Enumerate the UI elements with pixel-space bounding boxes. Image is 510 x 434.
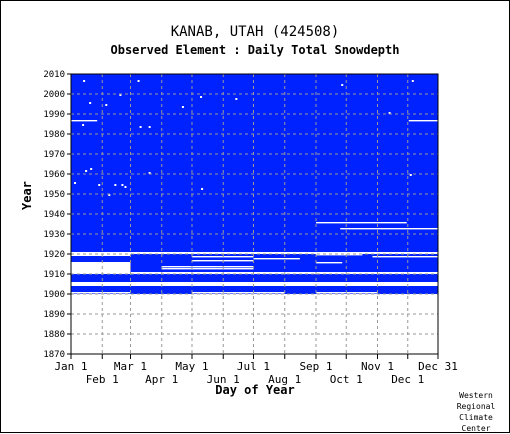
record-block	[71, 274, 438, 282]
missing-day	[85, 170, 88, 172]
missing-day	[235, 98, 238, 100]
missing-day	[409, 174, 412, 176]
missing-day	[74, 182, 77, 184]
y-tick-label: 2010	[43, 70, 65, 80]
missing-day	[137, 80, 140, 82]
x-tick-label: Jun 1	[207, 373, 240, 386]
x-tick-label: Dec 31	[418, 360, 458, 373]
missing-day	[90, 168, 93, 170]
missing-day	[121, 184, 124, 186]
missing-run	[71, 292, 131, 294]
missing-run	[191, 256, 254, 258]
y-tick-label: 1920	[43, 250, 65, 260]
missing-run	[161, 266, 254, 268]
missing-day	[98, 184, 101, 186]
missing-day	[388, 112, 391, 114]
x-tick-label: Apr 1	[145, 373, 178, 386]
y-tick-label: 1890	[43, 310, 65, 320]
record-block	[71, 286, 438, 290]
x-tick-label: Nov 1	[361, 360, 394, 373]
missing-day	[119, 94, 122, 96]
y-tick-label: 1970	[43, 150, 65, 160]
x-tick-label: Dec 1	[391, 373, 424, 386]
y-tick-label: 1940	[43, 210, 65, 220]
missing-run	[408, 120, 438, 122]
y-tick-label: 1950	[43, 190, 65, 200]
chart-subtitle: Observed Element : Daily Total Snowdepth	[110, 43, 400, 57]
x-tick-label: Feb 1	[86, 373, 119, 386]
missing-run	[214, 284, 230, 286]
missing-run	[316, 252, 438, 254]
missing-day	[114, 184, 117, 186]
missing-run	[340, 228, 438, 230]
missing-run	[402, 294, 438, 296]
y-tick-label: 1880	[43, 330, 65, 340]
y-tick-label: 1960	[43, 170, 65, 180]
x-tick-label: Mar 1	[114, 360, 147, 373]
missing-day	[108, 194, 111, 196]
credit-text: Western Regional Climate Center	[448, 390, 504, 434]
missing-day	[181, 106, 184, 108]
x-tick-label: Oct 1	[330, 373, 363, 386]
missing-day	[124, 186, 127, 188]
missing-run	[191, 292, 285, 294]
missing-run	[71, 282, 438, 284]
y-tick-label: 1980	[43, 130, 65, 140]
missing-day	[83, 80, 86, 82]
x-axis-label: Day of Year	[215, 383, 295, 397]
missing-run	[316, 292, 378, 294]
record-block	[71, 256, 131, 262]
missing-day	[411, 80, 414, 82]
y-tick-label: 1900	[43, 290, 65, 300]
x-tick-label: Jan 1	[54, 360, 87, 373]
missing-run	[71, 120, 98, 122]
y-tick-label: 2000	[43, 90, 65, 100]
x-tick-label: Aug 1	[268, 373, 301, 386]
missing-run	[316, 254, 363, 256]
missing-run	[71, 270, 131, 272]
y-tick-label: 1910	[43, 270, 65, 280]
missing-day	[82, 124, 85, 126]
missing-day	[105, 104, 108, 106]
credit-line: Western	[459, 391, 493, 400]
missing-run	[316, 222, 407, 224]
missing-day	[139, 126, 142, 128]
missing-run	[372, 256, 438, 258]
missing-run	[161, 268, 254, 270]
missing-day	[201, 188, 204, 190]
y-tick-label: 1870	[43, 350, 65, 360]
missing-run	[316, 262, 343, 264]
missing-day	[341, 84, 344, 86]
missing-day	[200, 96, 203, 98]
missing-day	[89, 102, 92, 104]
record-block	[71, 74, 438, 252]
missing-run	[71, 272, 438, 274]
record-block	[130, 254, 438, 272]
x-tick-label: May 1	[175, 360, 208, 373]
missing-run	[191, 260, 254, 262]
y-tick-label: 1930	[43, 230, 65, 240]
credit-line: Center	[461, 424, 491, 433]
x-tick-label: Jul 1	[237, 360, 270, 373]
credit-line: Regional	[456, 402, 496, 411]
x-tick-label: Sep 1	[299, 360, 332, 373]
y-tick-label: 1990	[43, 110, 65, 120]
missing-day	[148, 172, 151, 174]
credit-line: Climate	[459, 413, 493, 422]
missing-day	[148, 126, 151, 128]
chart-title: KANAB, UTAH (424508)	[170, 24, 340, 40]
missing-run	[253, 258, 300, 260]
